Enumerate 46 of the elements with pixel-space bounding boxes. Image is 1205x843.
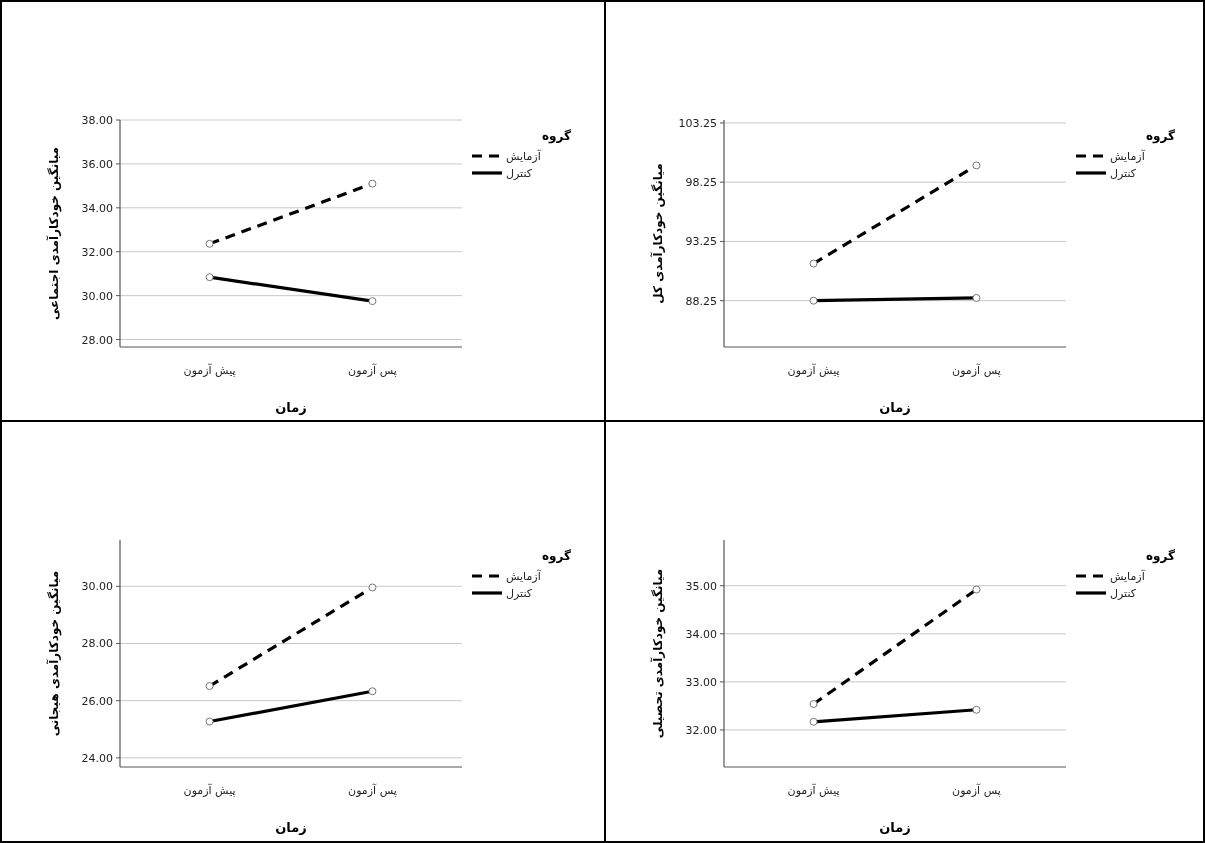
- legend-label: کنترل: [506, 587, 533, 600]
- y-tick-label: 32.00: [81, 245, 113, 259]
- y-tick-label: 36.00: [81, 157, 113, 171]
- y-tick-label: 93.25: [685, 235, 717, 249]
- y-tick-label: 103.25: [678, 116, 717, 130]
- x-tick-label: پیش آزمون: [183, 363, 236, 377]
- legend-title: گروه: [542, 549, 572, 564]
- y-tick-label: 30.00: [81, 580, 113, 594]
- y-tick-label: 88.25: [685, 294, 717, 308]
- y-tick-label: 30.00: [81, 289, 113, 303]
- y-tick-label: 38.00: [81, 114, 113, 127]
- legend-title: گروه: [1146, 549, 1176, 564]
- x-axis-title: زمان: [275, 400, 307, 415]
- legend-label: آزمایش: [1110, 569, 1146, 583]
- y-tick-label: 26.00: [81, 694, 113, 708]
- x-tick-label: پیش آزمون: [787, 363, 840, 377]
- legend-label: کنترل: [1110, 587, 1137, 600]
- y-axis-title: میانگین خودکارآمدی اجتماعی: [46, 146, 62, 321]
- x-axis-title: زمان: [879, 400, 911, 415]
- x-tick-label: پس آزمون: [952, 363, 1001, 377]
- legend-label: آزمایش: [506, 149, 542, 163]
- legend-label: کنترل: [1110, 167, 1137, 180]
- y-tick-label: 35.00: [685, 579, 717, 593]
- y-axis-title: میانگین خودکارآمدی کل: [650, 163, 666, 304]
- y-tick-label: 34.00: [81, 201, 113, 215]
- y-axis-title: میانگین خودکارآمدی تحصیلی: [650, 568, 666, 739]
- legend-label: کنترل: [506, 167, 533, 180]
- y-tick-label: 32.00: [685, 723, 717, 737]
- legend-title: گروه: [542, 129, 572, 144]
- x-tick-label: پیش آزمون: [183, 783, 236, 797]
- y-tick-label: 28.00: [81, 333, 113, 347]
- x-axis-title: زمان: [879, 820, 911, 835]
- x-axis-title: زمان: [275, 820, 307, 835]
- y-tick-label: 98.25: [685, 176, 717, 190]
- y-tick-label: 34.00: [685, 627, 717, 641]
- x-tick-label: پس آزمون: [348, 783, 397, 797]
- x-tick-label: پس آزمون: [952, 783, 1001, 797]
- legend-title: گروه: [1146, 129, 1176, 144]
- y-tick-label: 24.00: [81, 751, 113, 765]
- y-tick-label: 28.00: [81, 637, 113, 651]
- legend-label: آزمایش: [1110, 149, 1146, 163]
- legend-label: آزمایش: [506, 569, 542, 583]
- y-tick-label: 33.00: [685, 675, 717, 689]
- y-axis-title: میانگین خودکارآمدی هیجانی: [46, 570, 62, 737]
- x-tick-label: پیش آزمون: [787, 783, 840, 797]
- x-tick-label: پس آزمون: [348, 363, 397, 377]
